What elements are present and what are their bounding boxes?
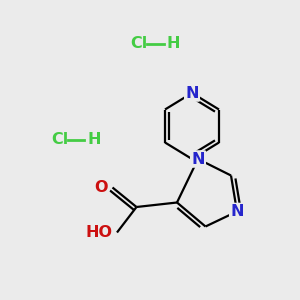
Text: N: N <box>230 204 244 219</box>
Text: Cl: Cl <box>51 132 68 147</box>
Text: HO: HO <box>85 225 112 240</box>
Text: O: O <box>94 180 108 195</box>
Text: N: N <box>191 152 205 166</box>
Text: H: H <box>167 36 180 51</box>
Text: N: N <box>185 85 199 100</box>
Text: Cl: Cl <box>130 36 148 51</box>
Text: H: H <box>87 132 101 147</box>
